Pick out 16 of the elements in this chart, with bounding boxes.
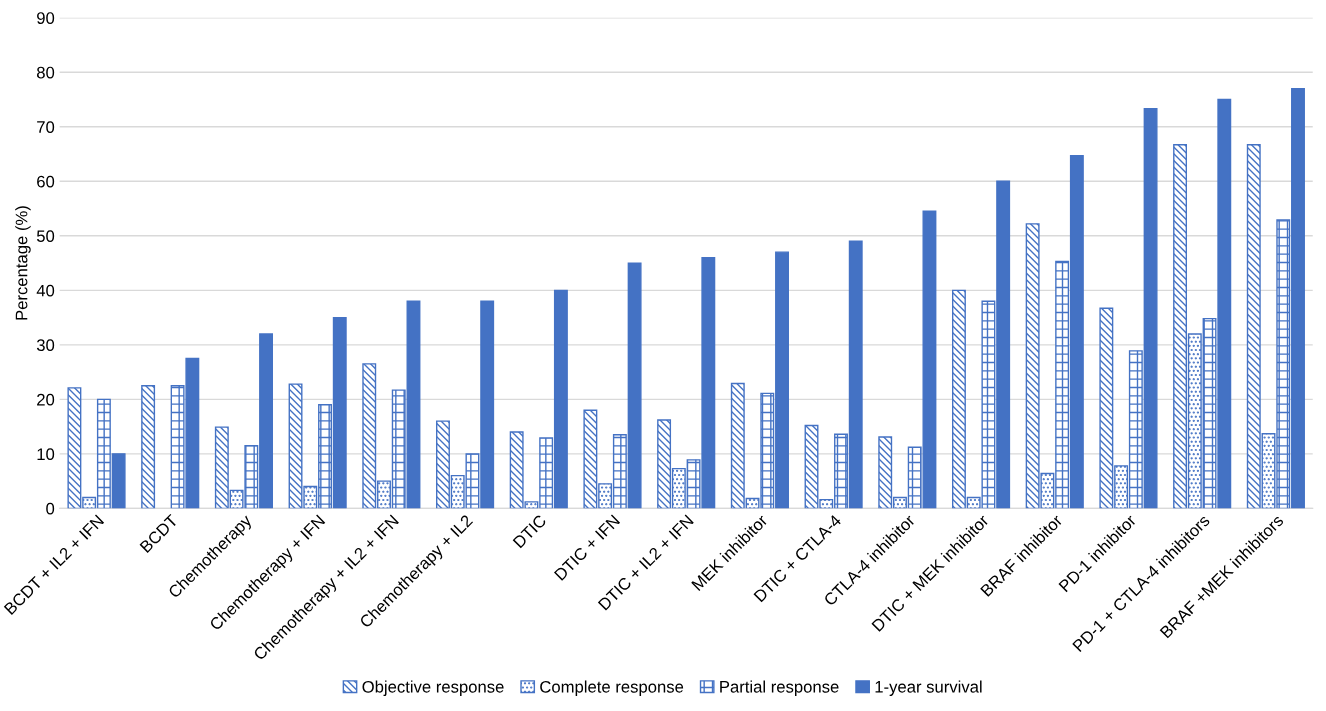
y-tick-label: 40 [36, 284, 55, 297]
legend-label: Objective response [362, 680, 504, 696]
legend-label: Partial response [720, 680, 839, 696]
y-tick-label: 80 [37, 66, 55, 79]
y-tick-label: 20 [37, 393, 55, 406]
y-tick-label: 70 [37, 121, 55, 133]
y-tick-label: 10 [37, 448, 55, 461]
y-tick-label: 60 [37, 175, 55, 188]
bar [141, 385, 156, 509]
legend-label: 1-year survival [875, 680, 982, 696]
y-tick-label: 0 [46, 502, 55, 515]
y-tick-label: 50 [36, 230, 55, 243]
legend-label: Complete response [540, 680, 684, 696]
y-axis-title: Percentage (%) [15, 206, 31, 320]
y-tick-label: 30 [36, 339, 55, 352]
y-tick-label: 90 [37, 12, 55, 24]
